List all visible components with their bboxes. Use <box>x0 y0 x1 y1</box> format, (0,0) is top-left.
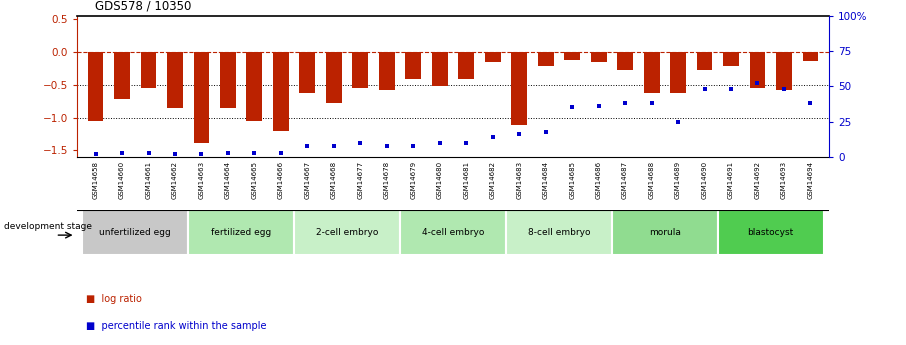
Bar <box>643 52 660 92</box>
Bar <box>188 210 294 255</box>
Point <box>353 140 368 146</box>
Text: GDS578 / 10350: GDS578 / 10350 <box>95 0 191 12</box>
Bar <box>273 52 289 131</box>
Bar <box>88 52 103 121</box>
Point <box>406 143 420 148</box>
Bar <box>723 52 739 66</box>
Point <box>776 86 791 92</box>
Bar <box>776 52 792 90</box>
Bar <box>220 52 236 108</box>
Point <box>141 150 156 156</box>
Text: unfertilized egg: unfertilized egg <box>100 228 171 237</box>
Point <box>565 105 580 110</box>
Bar <box>194 52 209 142</box>
Bar <box>803 52 818 61</box>
Bar <box>326 52 342 103</box>
Bar <box>114 52 130 99</box>
Point <box>804 100 818 106</box>
Point <box>300 143 314 148</box>
Point <box>221 150 236 156</box>
Point <box>750 81 765 86</box>
Bar <box>400 210 506 255</box>
Text: 8-cell embryo: 8-cell embryo <box>527 228 590 237</box>
Point <box>459 140 474 146</box>
Bar <box>299 52 315 92</box>
Text: ■  log ratio: ■ log ratio <box>86 294 142 304</box>
Text: fertilized egg: fertilized egg <box>211 228 271 237</box>
Bar <box>718 210 824 255</box>
Bar <box>352 52 368 88</box>
Bar <box>140 52 157 88</box>
Text: blastocyst: blastocyst <box>747 228 794 237</box>
Bar <box>379 52 395 90</box>
Bar <box>405 52 421 79</box>
Point <box>168 151 182 157</box>
Text: morula: morula <box>649 228 680 237</box>
Point <box>432 140 447 146</box>
Point <box>698 86 712 92</box>
Point <box>618 100 632 106</box>
Bar <box>294 210 400 255</box>
Point <box>486 135 500 140</box>
Point <box>538 129 553 134</box>
Text: 4-cell embryo: 4-cell embryo <box>422 228 484 237</box>
Point <box>380 143 394 148</box>
Bar <box>167 52 183 108</box>
Point <box>644 100 659 106</box>
Point <box>274 150 288 156</box>
Bar <box>485 52 501 61</box>
Bar <box>246 52 263 121</box>
Bar <box>670 52 686 92</box>
Bar <box>617 52 633 70</box>
Point <box>326 143 341 148</box>
Bar <box>538 52 554 66</box>
Bar <box>511 52 527 125</box>
Point <box>724 86 738 92</box>
Point <box>115 150 130 156</box>
Point <box>670 119 685 125</box>
Point <box>592 103 606 109</box>
Text: ■  percentile rank within the sample: ■ percentile rank within the sample <box>86 321 266 331</box>
Bar <box>506 210 612 255</box>
Bar <box>749 52 766 88</box>
Bar <box>432 52 448 86</box>
Point <box>194 151 208 157</box>
Bar <box>697 52 712 70</box>
Bar <box>591 52 607 61</box>
Point <box>88 151 102 157</box>
Bar <box>564 52 580 60</box>
Bar <box>612 210 718 255</box>
Point <box>512 131 526 137</box>
Text: development stage: development stage <box>4 221 92 231</box>
Bar <box>82 210 188 255</box>
Point <box>247 150 262 156</box>
Bar <box>458 52 474 79</box>
Text: 2-cell embryo: 2-cell embryo <box>316 228 379 237</box>
